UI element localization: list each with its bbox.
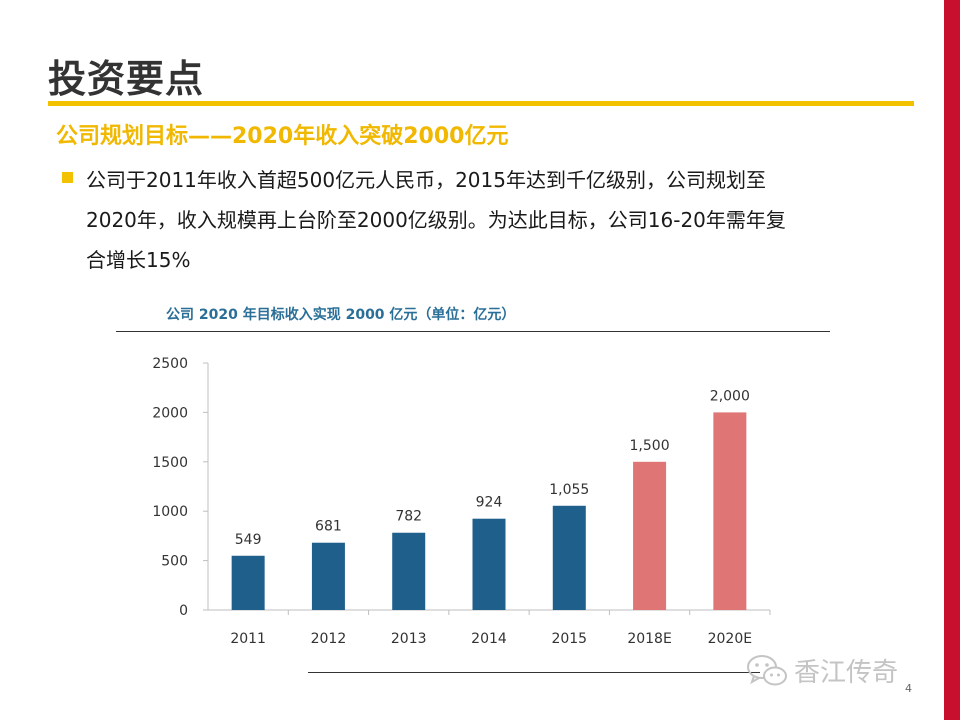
bar-value-label: 2,000 xyxy=(710,388,750,404)
y-tick-label: 2500 xyxy=(152,356,188,372)
bar-2011 xyxy=(231,555,265,610)
x-tick-label: 2013 xyxy=(391,631,427,647)
bar-value-label: 681 xyxy=(315,519,342,535)
bullet-line-3: 合增长15% xyxy=(86,248,191,272)
bar-2018E xyxy=(633,461,667,610)
y-tick-label: 2000 xyxy=(152,405,188,421)
title-underline xyxy=(48,101,914,106)
brand-red-strip xyxy=(944,0,960,720)
y-tick-label: 500 xyxy=(161,554,188,570)
bullet-square-icon xyxy=(62,172,73,183)
y-tick-label: 1500 xyxy=(152,455,188,471)
bar-value-label: 924 xyxy=(476,495,503,511)
chart-title: 公司 2020 年目标收入实现 2000 亿元（单位：亿元） xyxy=(166,307,516,323)
wechat-watermark: 香江传奇 xyxy=(746,652,898,689)
bar-2020E xyxy=(713,412,747,610)
bar-value-label: 1,500 xyxy=(630,438,670,454)
x-tick-label: 2014 xyxy=(471,631,507,647)
bar-2015 xyxy=(552,505,586,610)
bar-value-label: 549 xyxy=(235,532,262,548)
x-tick-label: 2011 xyxy=(230,631,266,647)
y-tick-label: 1000 xyxy=(152,504,188,520)
x-tick-label: 2020E xyxy=(708,631,752,647)
bar-2014 xyxy=(472,518,506,610)
chart-bottom-rule xyxy=(308,672,760,673)
slide-title: 投资要点 xyxy=(48,57,205,101)
bar-value-label: 782 xyxy=(395,509,422,525)
y-tick-label: 0 xyxy=(179,603,188,619)
bullet-paragraph: 公司于2011年收入首超500亿元人民币，2015年达到千亿级别，公司规划至 2… xyxy=(86,160,916,280)
bar-2012 xyxy=(311,542,345,610)
bar-value-label: 1,055 xyxy=(549,482,589,498)
bullet-line-2: 2020年，收入规模再上台阶至2000亿级别。为达此目标，公司16-20年需年复 xyxy=(86,208,786,232)
wechat-icon xyxy=(747,654,787,685)
page-number: 4 xyxy=(905,682,912,695)
bar-2013 xyxy=(392,532,426,610)
x-tick-label: 2018E xyxy=(627,631,671,647)
x-tick-label: 2015 xyxy=(551,631,587,647)
section-subtitle: 公司规划目标——2020年收入突破2000亿元 xyxy=(56,124,509,149)
bullet-line-1: 公司于2011年收入首超500亿元人民币，2015年达到千亿级别，公司规划至 xyxy=(86,168,766,192)
chart-top-rule xyxy=(116,331,830,332)
x-tick-label: 2012 xyxy=(311,631,347,647)
watermark-text: 香江传奇 xyxy=(794,658,899,688)
